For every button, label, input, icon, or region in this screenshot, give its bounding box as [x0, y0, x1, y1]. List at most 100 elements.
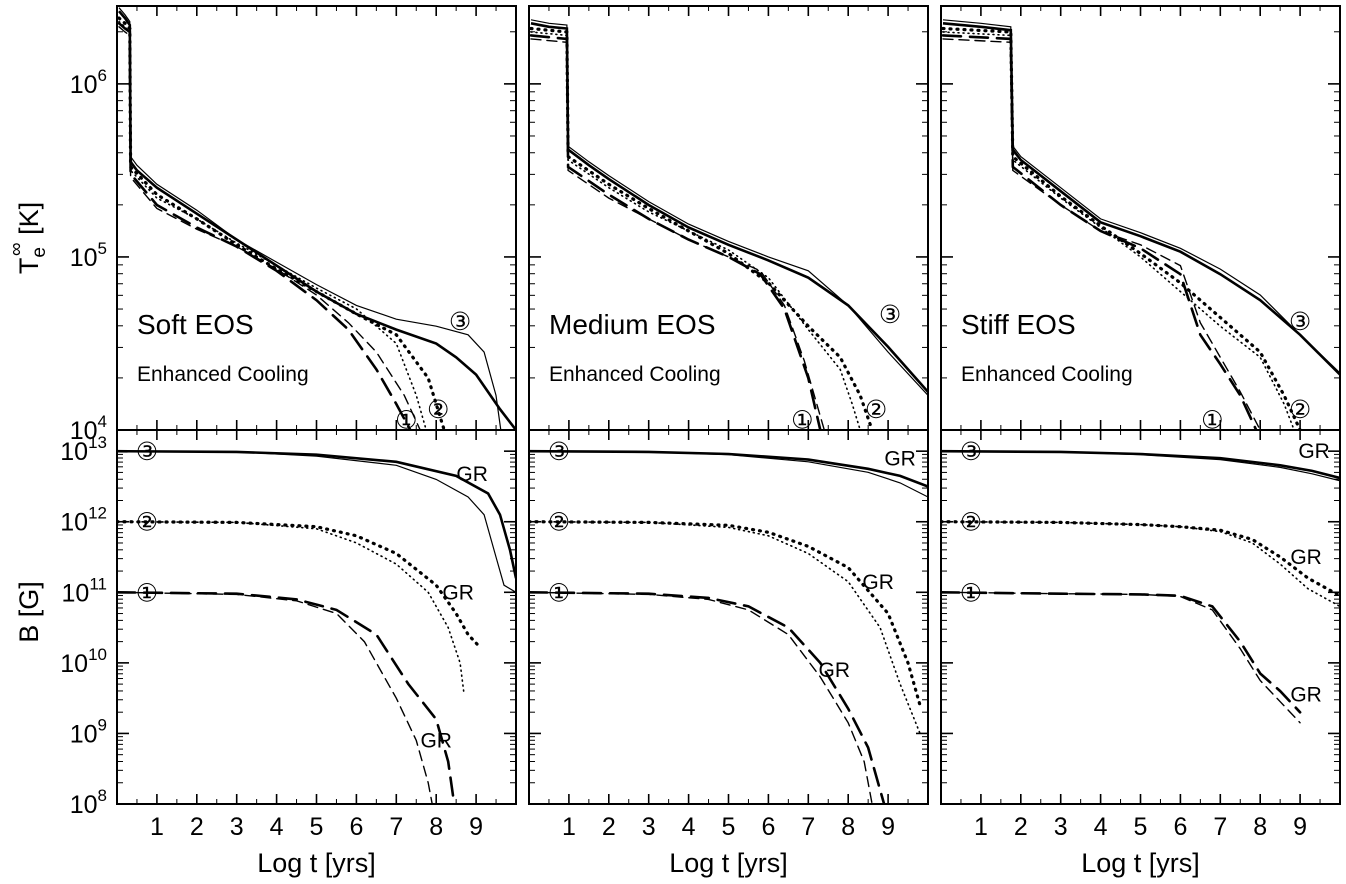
x-tick-label: 4: [682, 813, 696, 841]
y-tick-label-temperature: 105: [70, 239, 107, 272]
x-tick-label: 2: [602, 813, 616, 841]
x-tick-label: 3: [642, 813, 656, 841]
x-tick-label: 4: [270, 813, 284, 841]
gr-label: GR: [1298, 440, 1330, 463]
field-marker: ②: [548, 509, 570, 537]
field-curve-s2-gr: [941, 520, 1340, 598]
temperature-curves: [529, 19, 928, 430]
x-tick-label: 7: [1213, 813, 1227, 841]
field-curves: [941, 449, 1340, 724]
gr-label: GR: [420, 730, 452, 753]
curve-marker: ②: [427, 396, 449, 424]
field-curve-s1-gr: [117, 590, 456, 804]
y-axis-label-field: B [G]: [14, 581, 44, 643]
x-tick-label: 5: [722, 813, 736, 841]
gr-label: GR: [442, 581, 474, 604]
x-tick-label: 8: [1253, 813, 1267, 841]
y-tick-label-field: 1013: [60, 433, 107, 466]
y-tick-label-field: 109: [70, 715, 107, 748]
temperature-curves: [117, 7, 516, 430]
x-tick-label: 6: [349, 813, 363, 841]
field-marker: ②: [136, 509, 158, 537]
x-tick-label: 3: [1054, 813, 1068, 841]
field-curve-s1-gr: [529, 590, 886, 804]
curve-marker: ①: [791, 407, 813, 435]
field-marker: ③: [960, 438, 982, 466]
panel-subtitle: Enhanced Cooling: [961, 363, 1133, 386]
x-tick-label: 9: [881, 813, 895, 841]
panel-2: 1 2 3 4 5 6 7 8 9 Log t [yrs] Medium EOS Enhanced C…: [528, 5, 929, 878]
panel-subtitle: Enhanced Cooling: [549, 363, 721, 386]
field-marker: ③: [136, 438, 158, 466]
temperature-curve-s2-gr: [941, 26, 1302, 430]
gr-label: GR: [1290, 684, 1322, 707]
x-tick-label: 4: [1094, 813, 1108, 841]
field-curve-s3-newt: [529, 450, 928, 498]
field-curves: [529, 449, 928, 804]
y-tick-label-field: 1010: [60, 645, 107, 678]
field-curve-s3-newt: [941, 450, 1340, 482]
gr-label: GR: [1290, 546, 1322, 569]
x-tick-label: 5: [310, 813, 324, 841]
temperature-curve-s2-gr: [117, 16, 446, 430]
temperature-curve-s1-gr: [117, 21, 412, 430]
bottom-frame: [940, 429, 1341, 805]
x-axis-label: Log t [yrs]: [257, 848, 376, 878]
temperature-curve-s1-newt: [530, 38, 825, 430]
gr-label: GR: [818, 659, 850, 682]
bottom-frame: [116, 429, 517, 805]
x-tick-label: 2: [1014, 813, 1028, 841]
temperature-curves: [941, 19, 1340, 430]
x-tick-label: 2: [190, 813, 204, 841]
panel-subtitle: Enhanced Cooling: [137, 363, 309, 386]
field-curve-s2-newt: [117, 520, 465, 696]
field-curve-s2-newt: [529, 520, 921, 735]
field-marker: ③: [548, 438, 570, 466]
field-curve-s2-gr: [529, 520, 922, 707]
field-marker: ①: [960, 579, 982, 607]
field-marker: ①: [548, 579, 570, 607]
curve-marker: ③: [1289, 308, 1311, 336]
temperature-curve-s1-newt: [942, 38, 1261, 430]
y-tick-label-field: 1011: [62, 574, 107, 607]
field-marker: ②: [960, 509, 982, 537]
panel-title: Medium EOS: [549, 309, 716, 340]
x-tick-label: 1: [974, 813, 988, 841]
y-tick-label-temperature: 106: [70, 66, 107, 99]
field-curve-s1-gr: [941, 590, 1302, 714]
panel-title: Stiff EOS: [961, 309, 1076, 340]
field-marker: ①: [136, 579, 158, 607]
x-tick-label: 7: [801, 813, 815, 841]
gr-label: GR: [884, 447, 916, 470]
x-tick-label: 9: [469, 813, 483, 841]
curve-marker: ①: [1201, 407, 1223, 435]
field-curve-s3-gr: [529, 449, 928, 488]
x-axis-label: Log t [yrs]: [669, 848, 788, 878]
field-curves: [117, 449, 516, 804]
temperature-curve-s3-newt: [942, 19, 1340, 374]
x-axis-label: Log t [yrs]: [1081, 848, 1200, 878]
x-tick-label: 8: [429, 813, 443, 841]
y-axis-label-temperature: Te∞ [K]: [6, 202, 50, 274]
curve-marker: ①: [395, 407, 417, 435]
panel-title: Soft EOS: [137, 309, 254, 340]
panel-3: 1 2 3 4 5 6 7 8 9 Log t [yrs] Stiff EOS Enhanced Co…: [940, 5, 1341, 878]
curve-marker: ②: [865, 396, 887, 424]
field-curve-s1-newt: [941, 591, 1301, 724]
x-tick-label: 8: [841, 813, 855, 841]
curve-marker: ③: [449, 308, 471, 336]
gr-label: GR: [456, 463, 488, 486]
x-tick-label: 3: [230, 813, 244, 841]
field-curve-s1-newt: [117, 591, 433, 804]
y-tick-label-temperature: 104: [70, 412, 107, 445]
x-tick-label: 9: [1293, 813, 1307, 841]
field-curve-s3-newt: [117, 450, 516, 593]
x-tick-label: 6: [761, 813, 775, 841]
y-tick-label-field: 1012: [60, 504, 107, 537]
field-curve-s1-newt: [529, 591, 873, 804]
x-tick-label: 1: [562, 813, 576, 841]
curve-marker: ②: [1289, 396, 1311, 424]
y-tick-label-field: 108: [70, 786, 107, 819]
field-curve-s2-gr: [117, 520, 480, 647]
